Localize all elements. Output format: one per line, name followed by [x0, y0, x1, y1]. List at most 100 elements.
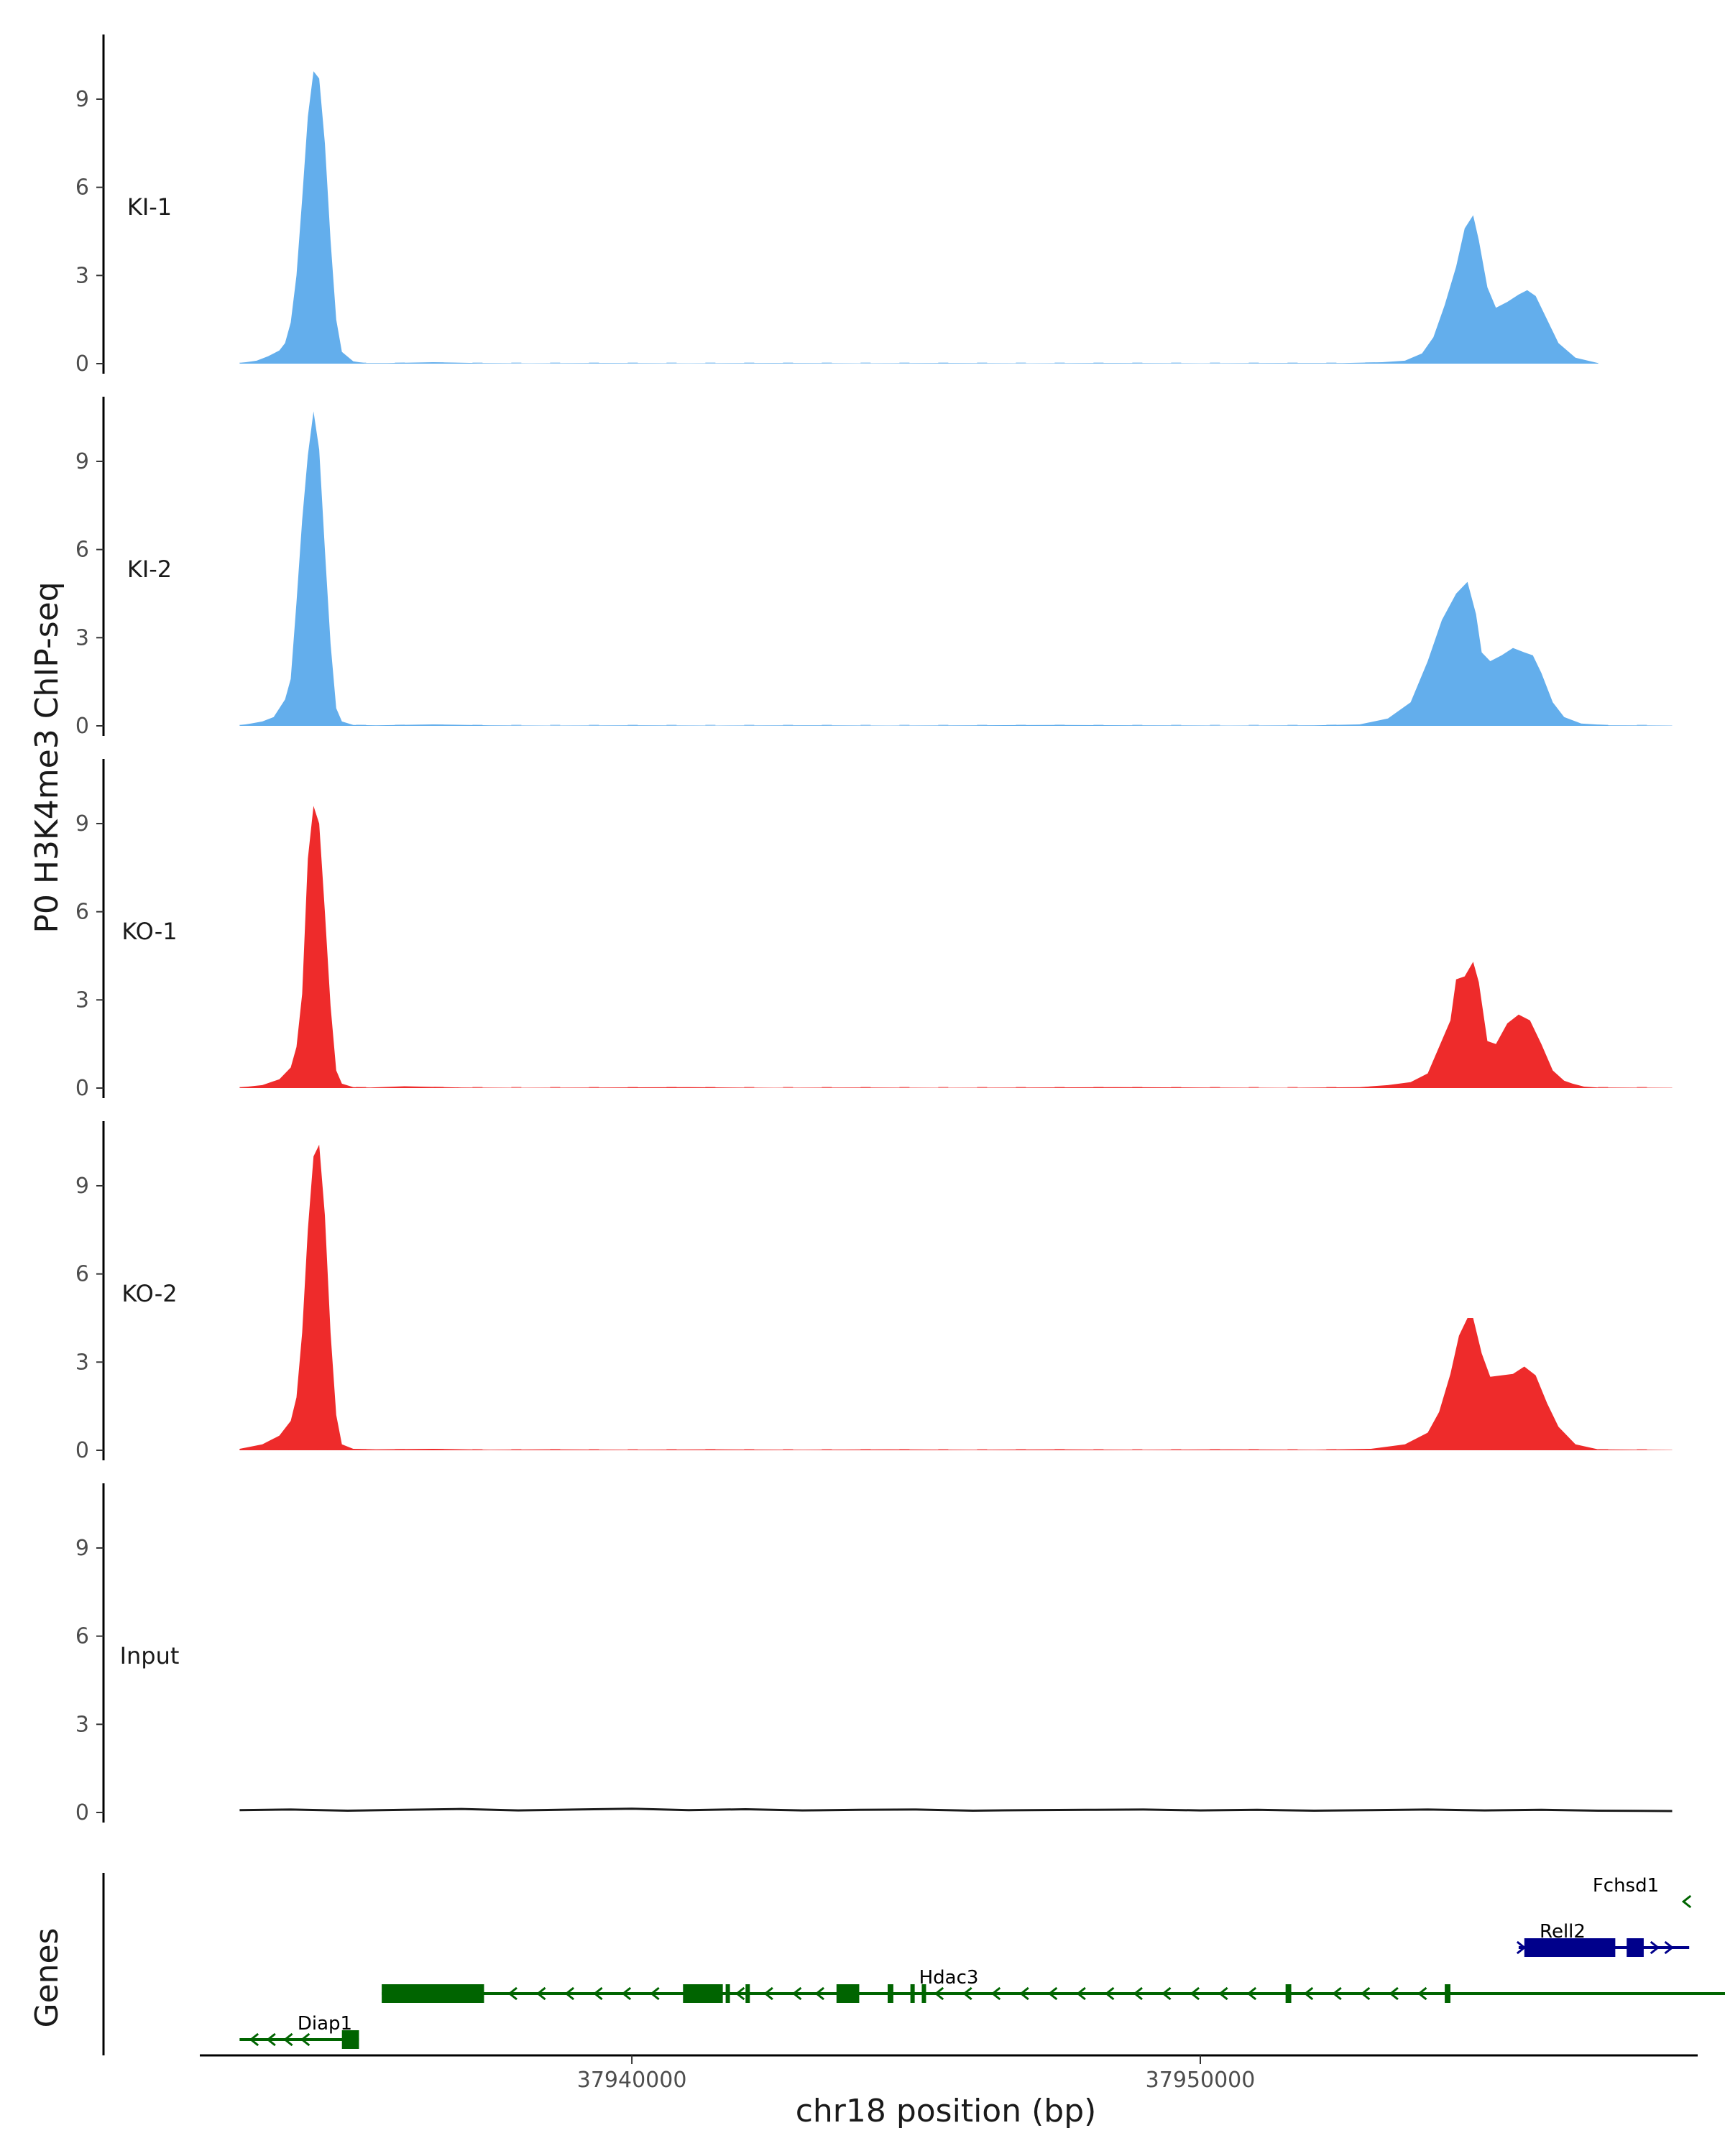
gene-strand-arrow: [735, 1986, 745, 2001]
y-tick-label: 0: [75, 1076, 89, 1101]
gene-strand-arrow: [536, 1986, 546, 2001]
track-label-input: Input: [120, 1642, 180, 1669]
gene-strand-arrow: [934, 1986, 944, 2001]
gene-strand-arrow: [814, 1986, 825, 2001]
gene-strand-arrow: [1047, 1986, 1058, 2001]
gene-strand-arrow: [621, 1986, 632, 2001]
y-tick-label: 6: [75, 1262, 89, 1287]
gene-strand-arrow: [962, 1986, 972, 2001]
gene-strand-arrow: [300, 2032, 310, 2047]
gene-exon: [341, 2030, 359, 2049]
gene-strand-arrow: [990, 1986, 1001, 2001]
gene-strand-arrow: [1019, 1986, 1029, 2001]
y-tick-label: 3: [75, 625, 89, 650]
gene-label-diap1: Diap1: [298, 2013, 352, 2035]
gene-strand-arrow: [1664, 1940, 1674, 1955]
y-tick-label: 0: [75, 714, 89, 739]
genes-layer: Diap1 Hdac3 Rell2 Fchsd1: [239, 1875, 1725, 2049]
gene-label-rell2: Rell2: [1540, 1921, 1586, 1943]
coverage-area-ki-1: [239, 71, 1598, 364]
y-tick-label: 0: [75, 1800, 89, 1825]
gene-strand-arrow: [507, 1986, 518, 2001]
y-tick-label: 9: [75, 811, 89, 837]
gene-exon: [683, 1984, 723, 2003]
gene-strand-arrow: [1360, 1986, 1371, 2001]
gene-strand-arrow: [1516, 1940, 1527, 1955]
y-tick-label: 6: [75, 900, 89, 925]
gene-diap1: Diap1: [239, 2013, 359, 2049]
y-tick-label: 6: [75, 538, 89, 563]
gene-strand-arrow: [1133, 1986, 1143, 2001]
y-tick-label: 3: [75, 1350, 89, 1375]
track-ko-2: [239, 1144, 1673, 1450]
gene-strand-arrow: [1650, 1940, 1660, 1955]
track-label-ki-2: KI-2: [127, 556, 172, 583]
y-tick-label: 0: [75, 351, 89, 377]
gene-exon: [382, 1984, 484, 2003]
gene-strand-arrow: [283, 2032, 293, 2047]
gene-strand-arrow: [1105, 1986, 1115, 2001]
gene-strand-arrow: [564, 1986, 575, 2001]
gene-strand-arrow: [1076, 1986, 1086, 2001]
coverage-area-ko-1: [239, 806, 1673, 1088]
y-tick-label: 9: [75, 449, 89, 474]
x-tick-label: 37940000: [577, 2068, 687, 2093]
gene-exon: [836, 1984, 860, 2003]
track-ki-2: [239, 411, 1673, 726]
gene-rell2: Rell2: [1516, 1921, 1690, 1957]
axes-layer: 0 3 6 9 KI-1 0 3 6 9 KI-2 0 3 6 9 KO-1 0 3 6 9 KO-2 0 3 6 9 Inpu…: [75, 34, 1698, 2093]
gene-strand-arrow: [1246, 1986, 1257, 2001]
y-tick-label: 6: [75, 175, 89, 201]
gene-hdac3: Hdac3: [382, 1967, 1725, 2003]
gene-exon: [1627, 1938, 1644, 1957]
gene-label-fchsd1: Fchsd1: [1593, 1875, 1659, 1897]
gene-strand-arrow: [1332, 1986, 1342, 2001]
y-tick-label: 3: [75, 263, 89, 288]
track-ko-1: [239, 806, 1673, 1088]
gene-exon: [910, 1984, 915, 2003]
y-tick-label: 6: [75, 1624, 89, 1649]
gene-strand-arrow: [1417, 1986, 1427, 2001]
x-tick-label: 37950000: [1146, 2068, 1256, 2093]
gene-exon: [1524, 1938, 1616, 1957]
gene-exon: [921, 1984, 926, 2003]
gene-strand-arrow: [1681, 1894, 1692, 1909]
track-ki-1: [239, 71, 1598, 364]
track-label-ko-1: KO-1: [121, 918, 177, 945]
gene-exon: [888, 1984, 893, 2003]
gene-strand-arrow: [1303, 1986, 1314, 2001]
gene-strand-arrow: [1162, 1986, 1172, 2001]
track-input: [239, 1807, 1673, 1812]
gene-strand-arrow: [593, 1986, 603, 2001]
gene-exon: [1445, 1984, 1450, 2003]
y-tick-label: 9: [75, 1536, 89, 1561]
y-tick-label: 9: [75, 1174, 89, 1199]
gene-strand-arrow: [1389, 1986, 1399, 2001]
gene-strand-arrow: [1190, 1986, 1200, 2001]
y-tick-label: 3: [75, 987, 89, 1013]
tracks-layer: [239, 71, 1673, 1812]
gene-strand-arrow: [1218, 1986, 1228, 2001]
genes-axis-title: Genes: [29, 1927, 65, 2027]
x-axis-title: chr18 position (bp): [796, 2093, 1097, 2129]
track-label-ko-2: KO-2: [121, 1280, 177, 1307]
gene-label-hdac3: Hdac3: [919, 1967, 979, 1989]
y-tick-label: 3: [75, 1712, 89, 1737]
gene-strand-arrow: [763, 1986, 773, 2001]
track-label-ki-1: KI-1: [127, 193, 172, 221]
gene-exon: [745, 1984, 750, 2003]
coverage-area-ki-2: [239, 411, 1673, 726]
gene-exon: [725, 1984, 730, 2003]
gene-strand-arrow: [650, 1986, 660, 2001]
coverage-area-ko-2: [239, 1144, 1673, 1450]
gene-strand-arrow: [249, 2032, 259, 2047]
gene-strand-arrow: [266, 2032, 276, 2047]
gene-exon: [1285, 1984, 1292, 2003]
gene-strand-arrow: [792, 1986, 802, 2001]
y-tick-label: 9: [75, 87, 89, 112]
coverage-line-input: [239, 1807, 1673, 1812]
gene-fchsd1: Fchsd1: [1593, 1875, 1692, 1909]
y-tick-label: 0: [75, 1438, 89, 1463]
y-axis-title: P0 H3K4me3 ChIP-seq: [29, 581, 65, 933]
